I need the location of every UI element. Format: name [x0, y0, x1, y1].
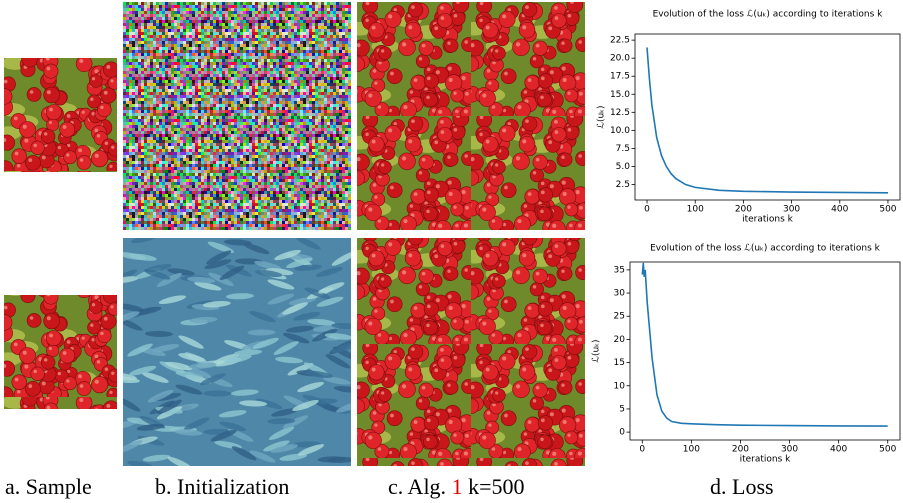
sample-image: [4, 58, 117, 172]
y-tick-label: 25: [614, 312, 625, 322]
axes-frame: [634, 33, 901, 201]
y-tick-label: 15: [614, 358, 625, 368]
y-axis-label: ℒ(uₖ): [597, 105, 607, 128]
y-tick-label: 7.5: [616, 144, 630, 154]
y-tick-label: 20: [614, 335, 626, 345]
caption-text: k=500: [468, 474, 524, 499]
loss-line: [646, 47, 889, 194]
y-tick-label: 17.5: [610, 72, 630, 82]
x-tick-label: 500: [879, 205, 896, 215]
y-tick-label: 12.5: [610, 108, 630, 118]
y-tick-label: 30: [614, 289, 626, 299]
result-image: [357, 238, 585, 466]
y-axis-label: ℒ(uₖ): [592, 339, 602, 362]
y-tick-label: 0: [619, 428, 625, 438]
sample-image: [4, 295, 117, 409]
x-tick-label: 500: [879, 445, 896, 455]
x-tick-label: 100: [683, 445, 700, 455]
caption-text: c. Alg.: [388, 474, 446, 499]
y-tick-label: 35: [614, 265, 625, 275]
x-tick-label: 0: [644, 205, 650, 215]
y-tick-label: 15.0: [610, 90, 630, 100]
y-tick-label: 20.0: [610, 54, 630, 64]
x-tick-label: 300: [781, 445, 798, 455]
y-tick-label: 5.0: [616, 162, 631, 172]
x-tick-label: 300: [783, 205, 800, 215]
caption: d. Loss: [710, 474, 774, 499]
x-tick-label: 0: [639, 445, 645, 455]
chart-title: Evolution of the loss ℒ(uₖ) according to…: [653, 10, 884, 20]
caption: c. Alg. 1 k=500: [388, 474, 524, 499]
chart-title: Evolution of the loss ℒ(uₖ) according to…: [650, 244, 881, 254]
caption-ref: 1: [452, 474, 463, 499]
y-tick-label: 2.5: [616, 180, 630, 190]
x-axis-label: iterations k: [742, 215, 794, 225]
y-tick-label: 10.0: [610, 126, 630, 136]
axes-frame: [629, 261, 901, 441]
painting-init-image: [123, 238, 351, 466]
noise-init-image: [123, 2, 351, 230]
y-tick-label: 5: [619, 404, 625, 414]
x-axis-label: iterations k: [740, 455, 792, 465]
x-tick-label: 200: [735, 205, 752, 215]
caption: b. Initialization: [155, 474, 289, 499]
y-tick-label: 10: [614, 381, 626, 391]
result-image: [357, 2, 585, 230]
caption: a. Sample: [5, 474, 92, 499]
x-tick-label: 400: [831, 205, 848, 215]
x-tick-label: 200: [732, 445, 749, 455]
y-tick-label: 22.5: [610, 36, 630, 46]
x-tick-label: 400: [830, 445, 847, 455]
loss-line: [641, 262, 888, 427]
x-tick-label: 100: [687, 205, 704, 215]
